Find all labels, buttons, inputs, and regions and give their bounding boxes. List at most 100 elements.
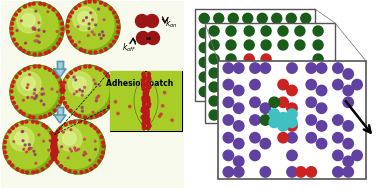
Circle shape — [117, 20, 119, 23]
Circle shape — [233, 167, 244, 177]
Circle shape — [316, 85, 327, 96]
Circle shape — [233, 103, 244, 113]
Circle shape — [52, 156, 55, 159]
Circle shape — [73, 77, 86, 90]
Circle shape — [306, 115, 317, 125]
Circle shape — [90, 116, 93, 119]
Circle shape — [35, 97, 37, 98]
Circle shape — [223, 132, 233, 143]
Circle shape — [295, 40, 305, 50]
Circle shape — [272, 72, 282, 82]
Circle shape — [53, 109, 56, 112]
Circle shape — [96, 97, 98, 99]
Circle shape — [257, 13, 267, 23]
Circle shape — [52, 148, 55, 151]
Circle shape — [90, 167, 92, 170]
Circle shape — [109, 44, 112, 47]
Circle shape — [30, 147, 32, 149]
Circle shape — [96, 67, 98, 69]
Circle shape — [15, 124, 18, 127]
Circle shape — [316, 138, 327, 149]
Circle shape — [301, 28, 311, 38]
Circle shape — [146, 111, 149, 115]
Circle shape — [214, 13, 224, 23]
Circle shape — [76, 149, 77, 151]
Circle shape — [33, 53, 36, 56]
Circle shape — [56, 130, 59, 133]
Circle shape — [112, 91, 115, 94]
Circle shape — [261, 40, 271, 50]
Circle shape — [146, 88, 149, 91]
Circle shape — [42, 140, 44, 142]
Circle shape — [257, 43, 267, 53]
Circle shape — [15, 13, 17, 16]
Circle shape — [142, 85, 145, 89]
Circle shape — [147, 118, 150, 121]
Circle shape — [97, 130, 100, 133]
Circle shape — [35, 162, 37, 164]
Circle shape — [43, 30, 45, 32]
Circle shape — [301, 57, 311, 67]
Circle shape — [209, 40, 219, 50]
Circle shape — [52, 142, 55, 145]
Circle shape — [209, 110, 219, 120]
Circle shape — [61, 84, 63, 87]
Circle shape — [51, 146, 54, 149]
Circle shape — [33, 27, 35, 29]
Circle shape — [26, 87, 28, 88]
FancyBboxPatch shape — [1, 1, 184, 188]
Circle shape — [104, 3, 107, 6]
Circle shape — [145, 92, 149, 95]
Circle shape — [82, 90, 83, 92]
Circle shape — [278, 110, 288, 120]
Bar — [205, 23, 335, 123]
Circle shape — [226, 82, 236, 92]
Circle shape — [146, 83, 149, 86]
Circle shape — [48, 149, 50, 151]
Circle shape — [74, 44, 77, 47]
Circle shape — [52, 150, 55, 153]
Circle shape — [84, 1, 87, 4]
Circle shape — [3, 121, 51, 169]
Circle shape — [147, 122, 150, 125]
Circle shape — [71, 11, 73, 14]
Circle shape — [51, 140, 54, 143]
Circle shape — [209, 82, 219, 92]
Circle shape — [52, 151, 55, 154]
Circle shape — [352, 150, 362, 161]
Circle shape — [38, 65, 41, 68]
Circle shape — [54, 135, 57, 138]
Circle shape — [55, 139, 58, 142]
Circle shape — [278, 115, 288, 125]
Circle shape — [73, 7, 97, 31]
Circle shape — [223, 167, 233, 177]
Circle shape — [142, 98, 146, 101]
Circle shape — [70, 121, 72, 124]
Circle shape — [146, 116, 149, 119]
Circle shape — [142, 72, 145, 76]
Circle shape — [143, 101, 146, 104]
Circle shape — [70, 129, 72, 131]
Circle shape — [48, 50, 50, 53]
Circle shape — [53, 144, 56, 147]
Circle shape — [21, 14, 35, 27]
Circle shape — [61, 88, 64, 91]
Circle shape — [78, 67, 81, 69]
Circle shape — [97, 96, 99, 98]
Circle shape — [53, 140, 56, 143]
Circle shape — [51, 144, 54, 147]
Circle shape — [51, 120, 105, 174]
Circle shape — [146, 15, 159, 28]
Circle shape — [53, 146, 56, 149]
Circle shape — [56, 31, 58, 32]
Circle shape — [233, 63, 244, 73]
Circle shape — [40, 100, 42, 102]
Circle shape — [52, 121, 99, 169]
Circle shape — [93, 79, 95, 81]
Circle shape — [313, 40, 323, 50]
Circle shape — [86, 17, 88, 19]
Circle shape — [146, 109, 149, 112]
Circle shape — [103, 19, 105, 21]
Circle shape — [32, 29, 34, 30]
Circle shape — [60, 165, 62, 168]
